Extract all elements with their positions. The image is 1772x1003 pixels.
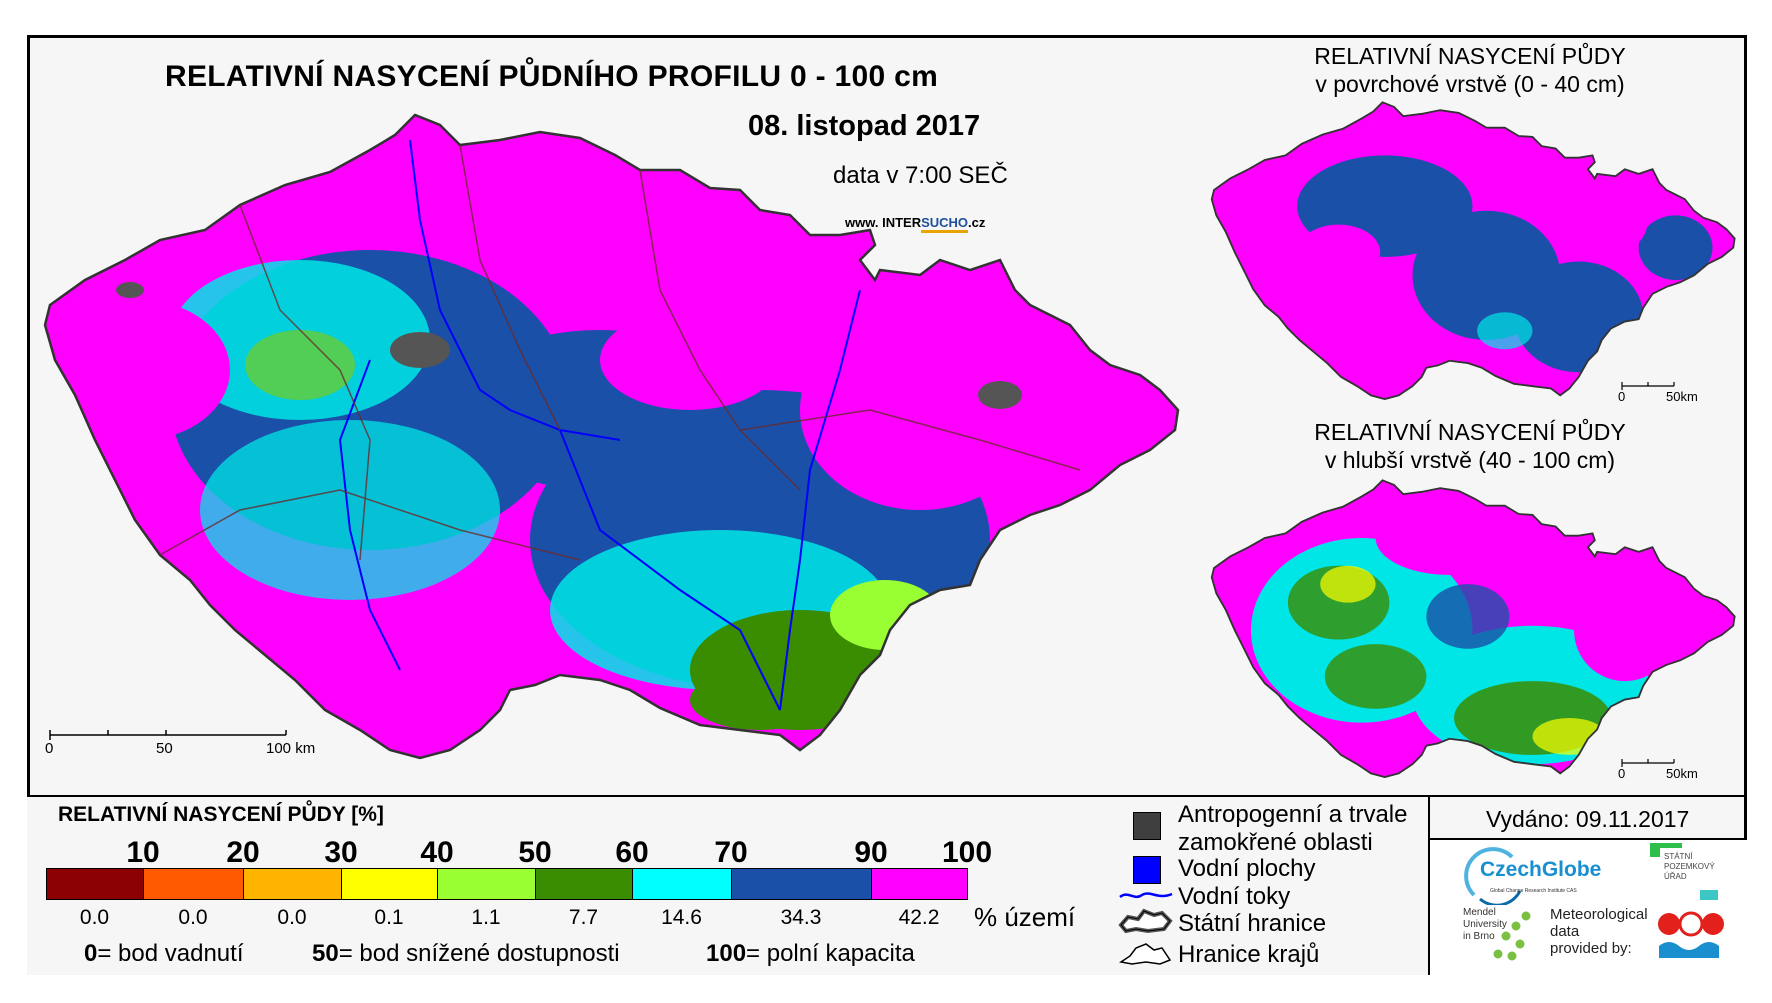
spu-logo-mark [1650, 843, 1660, 857]
inset-bottom-title-line2: v hlubší vrstvě (40 - 100 cm) [1324, 447, 1616, 473]
inset-bottom-scale-bar [1621, 759, 1675, 767]
footnote-reduced-text: = bod snížené dostupnosti [338, 940, 620, 967]
legend-percent-value: 1.1 [471, 906, 501, 929]
main-scale-label-50: 50 [156, 740, 173, 757]
footnote-wilting-text: = bod vadnutí [97, 940, 244, 967]
footnote-wilting-value: 0 [84, 940, 98, 967]
legend-percent-value: 42.2 [898, 906, 940, 929]
inset-bottom-map [1210, 479, 1736, 778]
legend-anthropogenic: Antropogenní a trvale zamokřené oblasti [1178, 801, 1408, 857]
footnote-reduced-value: 50 [312, 940, 339, 967]
footnote-capacity-text: = polní kapacita [746, 940, 915, 967]
inset-top-map [1210, 101, 1736, 400]
legend-threshold-label: 20 [226, 836, 260, 869]
legend-percent-value: 0.1 [374, 906, 404, 929]
inset-top-scale-bar [1621, 382, 1675, 390]
met-data-line2: data [1550, 923, 1580, 940]
website-prefix: www. INTER [845, 215, 922, 230]
state-border-icon [1118, 908, 1173, 934]
legend-color-swatch [341, 868, 438, 900]
main-scale-label-0: 0 [45, 740, 54, 757]
spu-logo-bar [1700, 890, 1718, 900]
footnote-reduced: 50= bod snížené dostupnosti [312, 940, 620, 968]
inset-top-scale-50: 50km [1666, 389, 1698, 404]
legend-anthropogenic-line2: zamokřené oblasti [1178, 829, 1373, 856]
legend-region-border: Hranice krajů [1178, 941, 1320, 968]
chmi-logo [1658, 911, 1724, 958]
legend-color-swatch [871, 868, 968, 900]
map-date: 08. listopad 2017 [748, 110, 981, 142]
spu-logo-mark-2 [1660, 843, 1682, 848]
legend-divider-top [1428, 795, 1747, 797]
legend-percent-value: 14.6 [661, 906, 702, 929]
legend-threshold-label: 70 [714, 836, 748, 869]
legend-threshold-label: 90 [854, 836, 888, 869]
legend-color-swatch [535, 868, 633, 900]
mendel-name: Mendel University in Brno [1463, 907, 1507, 943]
legend-color-swatch [143, 868, 244, 900]
legend-anthropogenic-line1: Antropogenní a trvale [1178, 801, 1408, 828]
time-info: data v 7:00 SEČ [833, 162, 1008, 189]
inset-bottom-scale-50: 50km [1666, 766, 1698, 781]
czechglobe-name: CzechGlobe [1480, 858, 1602, 881]
website-suffix: .cz [968, 215, 986, 230]
legend-percent-value: 0.0 [178, 906, 208, 929]
legend-color-swatch [243, 868, 342, 900]
issued-date: Vydáno: 09.11.2017 [1486, 806, 1690, 832]
legend-title: RELATIVNÍ NASYCENÍ PŮDY [%] [58, 803, 384, 826]
legend-color-swatch [731, 868, 872, 900]
spu-name-line3: ÚŘAD [1664, 872, 1687, 881]
legend-percent-value: 7.7 [568, 906, 599, 929]
legend-water-bodies: Vodní plochy [1178, 855, 1316, 882]
czechglobe-subtitle: Global Change Research Institute CAS [1490, 888, 1577, 894]
inset-top-scale-0: 0 [1618, 389, 1626, 404]
river-line-icon [1119, 892, 1173, 899]
footnote-capacity: 100= polní kapacita [706, 940, 915, 968]
legend-color-swatch [437, 868, 536, 900]
mendel-name-line2: University [1463, 919, 1507, 930]
spu-name-line1: STÁTNÍ [1664, 852, 1693, 861]
spu-name-line2: POZEMKOVÝ [1664, 862, 1715, 871]
footnote-wilting: 0= bod vadnutí [84, 940, 243, 968]
met-data-label: Meteorological data provided by: [1550, 906, 1648, 957]
website-link[interactable]: www. INTERSUCHO.cz [845, 215, 986, 233]
region-border-icon [1119, 943, 1172, 965]
legend-threshold-label: 50 [518, 836, 552, 869]
inset-bottom-title-line1: RELATIVNÍ NASYCENÍ PŮDY [1314, 419, 1626, 445]
inset-bottom-title: RELATIVNÍ NASYCENÍ PŮDY v hlubší vrstvě (… [1260, 418, 1680, 474]
legend-threshold-label: 40 [420, 836, 454, 869]
mendel-dots-logo [1493, 911, 1531, 961]
legend-threshold-label: 60 [615, 836, 649, 869]
inset-bottom-scale-0: 0 [1618, 766, 1626, 781]
czechglobe-logo [1464, 847, 1522, 905]
legend-threshold-label: 100 [941, 836, 993, 869]
legend-color-swatch [632, 868, 732, 900]
met-data-line3: provided by: [1550, 940, 1632, 957]
legend-threshold-label: 10 [126, 836, 160, 869]
legend-state-border: Státní hranice [1178, 910, 1327, 937]
inset-top-title-line2: v povrchové vrstvě (0 - 40 cm) [1315, 71, 1625, 97]
dark-square-icon [1133, 812, 1161, 840]
inset-top-title-line1: RELATIVNÍ NASYCENÍ PŮDY [1314, 43, 1626, 69]
main-scale-label-100: 100 km [266, 740, 316, 757]
legend-rivers: Vodní toky [1178, 883, 1291, 910]
footnote-capacity-value: 100 [706, 940, 747, 967]
inset-top-title: RELATIVNÍ NASYCENÍ PŮDY v povrchové vrstv… [1260, 42, 1680, 98]
legend-threshold-label: 30 [324, 836, 358, 869]
legend-percent-value: 0.0 [277, 906, 307, 929]
page-title: RELATIVNÍ NASYCENÍ PŮDNÍHO PROFILU 0 - 1… [165, 60, 939, 93]
blue-square-icon [1133, 856, 1161, 884]
percent-area-label: % území [974, 902, 1076, 932]
website-highlight: SUCHO [921, 215, 969, 233]
legend-divider [1428, 795, 1430, 975]
main-scale-bar [49, 730, 287, 740]
mendel-name-line3: in Brno [1463, 931, 1495, 942]
met-data-line1: Meteorological [1550, 906, 1648, 923]
legend-percent-value: 0.0 [79, 906, 110, 929]
mendel-name-line1: Mendel [1463, 907, 1496, 918]
legend-color-swatch [46, 868, 144, 900]
main-map [43, 113, 1180, 760]
legend-percent-value: 34.3 [780, 906, 822, 929]
spu-name: STÁTNÍ POZEMKOVÝ ÚŘAD [1664, 852, 1715, 882]
